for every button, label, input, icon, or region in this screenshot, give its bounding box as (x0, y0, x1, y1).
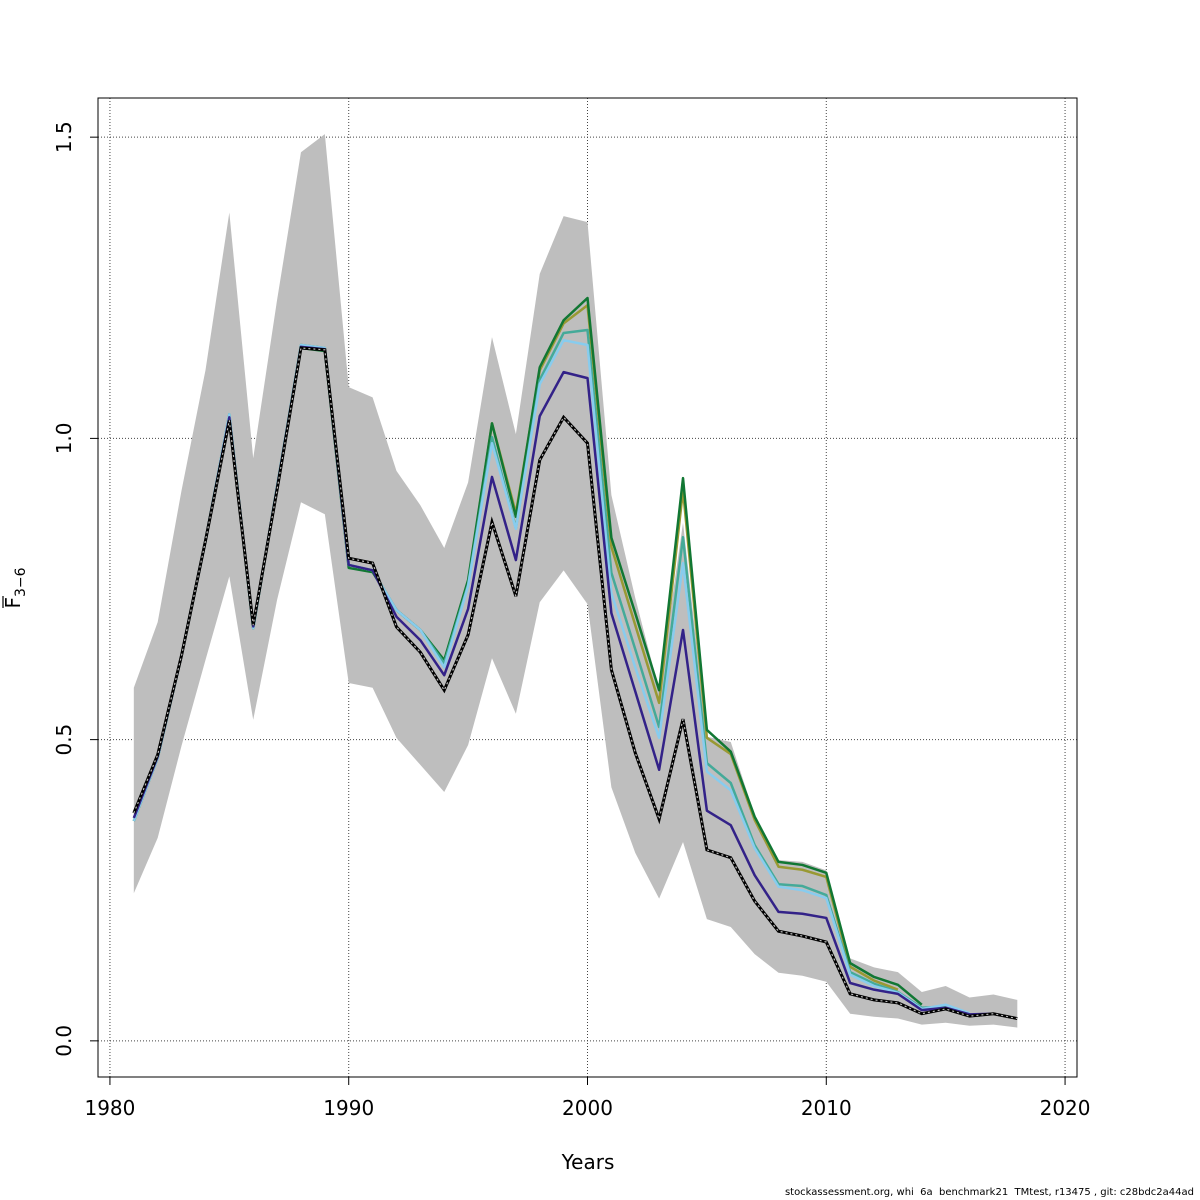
series-lines (132, 296, 1018, 1021)
series-line-base-dash (133, 347, 1018, 1020)
svg-text:F3−6: F3−6 (1, 567, 29, 608)
y-tick-label: 1.5 (52, 121, 76, 153)
x-tick-label: 1990 (323, 1096, 374, 1120)
footer-caption: stockassessment.org, whi 6a benchmark21 … (784, 1187, 1194, 1198)
y-axis-label: F3−6 (1, 567, 29, 608)
confidence-band-area (133, 134, 1018, 1028)
y-tick-label: 0.5 (52, 724, 76, 756)
x-tick-label: 2010 (801, 1096, 852, 1120)
x-axis-label: Years (561, 1150, 615, 1174)
x-tick-label: 2020 (1040, 1096, 1091, 1120)
x-tick-label: 2000 (562, 1096, 613, 1120)
y-label-sub: 3−6 (13, 567, 29, 597)
x-tick-label: 1980 (84, 1096, 135, 1120)
y-axis: 0.0 0.5 1.0 1.5 (52, 121, 98, 1057)
confidence-band (133, 134, 1018, 1028)
y-tick-label: 0.0 (52, 1025, 76, 1057)
x-axis: 1980 1990 2000 2010 2020 (84, 1077, 1091, 1120)
y-tick-label: 1.0 (52, 422, 76, 454)
y-label-main: F (1, 597, 25, 609)
